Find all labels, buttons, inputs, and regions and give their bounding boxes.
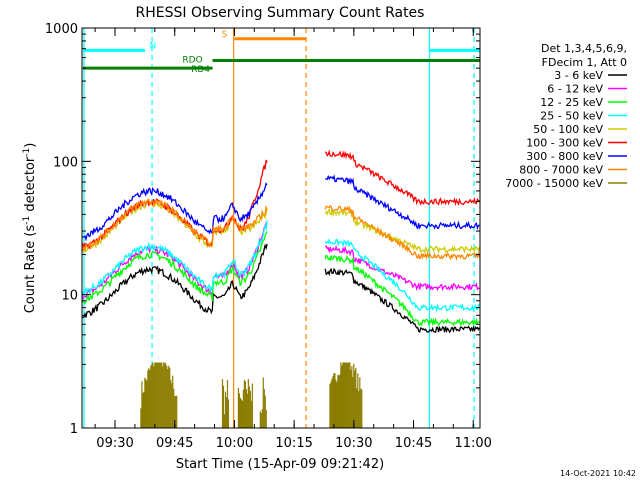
annotation-label: N xyxy=(150,41,157,51)
x-tick-label: 09:30 xyxy=(96,436,133,451)
x-tick-label: 10:30 xyxy=(335,436,372,451)
series-line-seg2-0 xyxy=(324,267,480,334)
series-line-seg1-1 xyxy=(81,222,268,301)
legend-entry-label: 50 - 100 keV xyxy=(533,123,603,136)
series-line-seg1-7 xyxy=(81,198,268,252)
series-line-seg1-2 xyxy=(82,231,268,305)
series-line-seg1-6 xyxy=(82,182,268,242)
series-line-seg2-1 xyxy=(324,244,480,292)
series-line-seg1-3 xyxy=(81,220,268,299)
legend-entry-label: 3 - 6 keV xyxy=(554,69,603,82)
legend-entry-label: 300 - 800 keV xyxy=(526,150,603,163)
legend-entry-label: 6 - 12 keV xyxy=(547,83,603,96)
x-tick-label: 10:45 xyxy=(395,436,432,451)
timestamp: 14-Oct-2021 10:42 xyxy=(560,469,636,478)
legend-entry-label: 12 - 25 keV xyxy=(540,96,603,109)
x-tick-label: 10:00 xyxy=(216,436,253,451)
y-tick-label: 1 xyxy=(70,422,78,437)
legend-entry-label: 7000 - 15000 keV xyxy=(505,177,603,190)
series-line-seg2-7 xyxy=(324,204,481,261)
y-tick-label: 1000 xyxy=(45,22,78,37)
y-axis-label: Count Rate (s-1 detector-1) xyxy=(22,143,38,314)
x-tick-label: 11:00 xyxy=(454,436,491,451)
legend-entry-label: 100 - 300 keV xyxy=(526,137,603,150)
series-line-seg2-3 xyxy=(324,238,480,313)
x-tick-label: 10:15 xyxy=(275,436,312,451)
annotation-label: RD4 xyxy=(191,65,210,75)
x-axis-label: Start Time (15-Apr-09 09:21:42) xyxy=(176,457,384,472)
series-line-seg1-0 xyxy=(82,243,268,318)
legend-header-line2: FDecim 1, Att 0 xyxy=(542,56,627,69)
chart-title: RHESSI Observing Summary Count Rates xyxy=(136,5,425,21)
series-line-seg2-5 xyxy=(324,149,480,207)
series-line-seg2-2 xyxy=(324,254,480,327)
legend-entry-label: 25 - 50 keV xyxy=(540,110,603,123)
x-tick-label: 09:45 xyxy=(156,436,193,451)
y-tick-label: 100 xyxy=(53,155,78,170)
annotation-label: RDO xyxy=(182,56,202,66)
legend-header-line1: Det 1,3,4,5,6,9, xyxy=(541,42,627,55)
y-tick-label: 10 xyxy=(61,289,78,304)
series-line-seg2-6 xyxy=(324,174,480,231)
annotation-label: S xyxy=(222,30,228,40)
plot-frame xyxy=(81,27,481,429)
legend-entry-label: 800 - 7000 keV xyxy=(519,164,603,177)
